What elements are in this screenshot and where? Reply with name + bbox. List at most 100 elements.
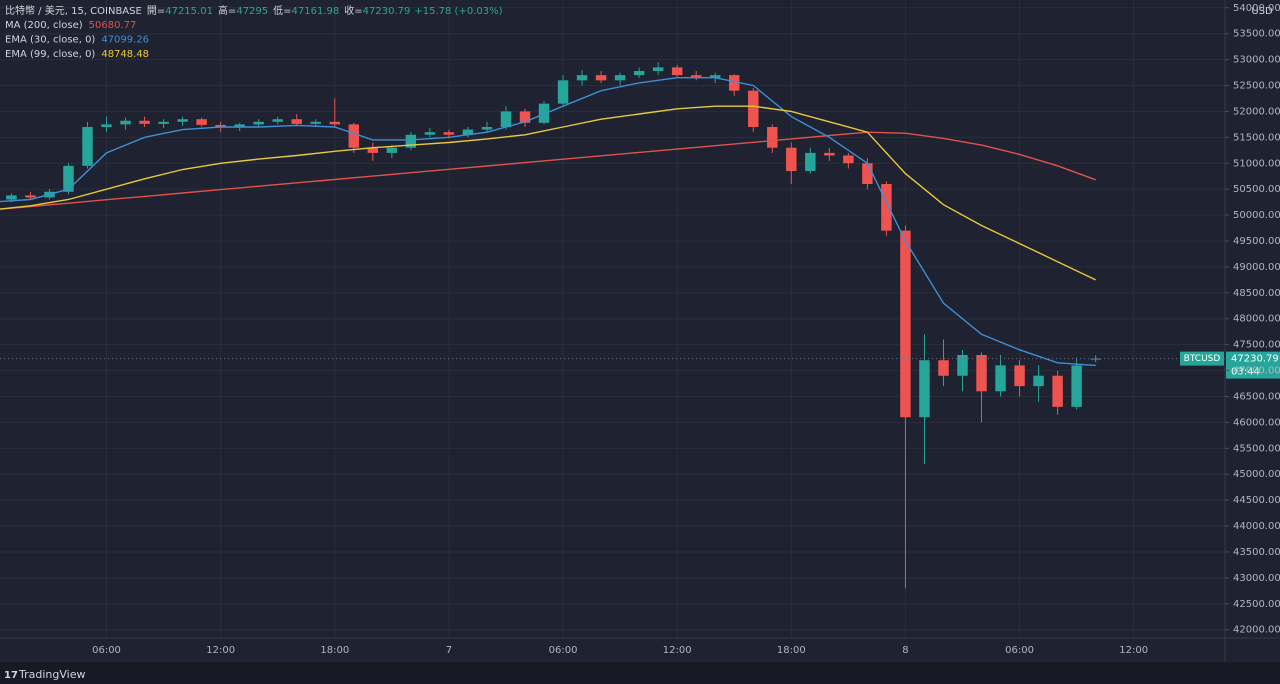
legend-value: 47099.26 <box>101 35 149 46</box>
y-tick-label: 51500.00 <box>1233 132 1280 143</box>
candle-body <box>1052 375 1063 407</box>
y-tick-label: 45000.00 <box>1233 469 1280 480</box>
legend-value: 50680.77 <box>89 20 137 31</box>
symbol-label: BTCUSD <box>1184 354 1221 364</box>
brand: TradingView <box>18 668 85 681</box>
legend-name: MA (200, close) <box>5 20 83 31</box>
ohlc-label: 低= <box>273 4 291 17</box>
candle-body <box>120 120 131 125</box>
candle-body <box>1071 365 1082 407</box>
candle-body <box>272 119 283 122</box>
y-tick-label: 49000.00 <box>1233 262 1280 273</box>
y-tick-label: 43000.00 <box>1233 573 1280 584</box>
ohlc-value: 47295 <box>236 6 268 17</box>
x-tick-label: 18:00 <box>777 645 806 656</box>
footer <box>0 662 1280 684</box>
candle-body <box>748 90 759 127</box>
indicator-line <box>0 77 1096 367</box>
candle-body <box>938 360 949 376</box>
candle-body <box>348 124 360 148</box>
candle-body <box>671 67 683 76</box>
grid <box>0 0 1225 638</box>
ohlc-label: 收= <box>344 4 362 17</box>
ohlc-value: 47215.01 <box>165 6 213 17</box>
symbol-badge <box>1180 351 1224 366</box>
candle-body <box>158 121 169 124</box>
candle-body <box>481 126 493 130</box>
y-tick-label: 45500.00 <box>1233 443 1280 454</box>
x-tick-label: 12:00 <box>1119 645 1148 656</box>
legend-entry: EMA (30, close, 0) 47099.26 <box>5 35 149 46</box>
candle-body <box>310 121 321 124</box>
y-tick-label: 44500.00 <box>1233 495 1280 506</box>
candle-body <box>1033 375 1044 387</box>
candle-body <box>805 152 816 172</box>
y-tick-label: 43500.00 <box>1233 547 1280 558</box>
candle-body <box>82 126 93 166</box>
candle-body <box>196 119 207 125</box>
ohlc-value: 47161.98 <box>292 6 340 17</box>
candle-body <box>614 75 626 81</box>
candle-body <box>215 124 226 127</box>
candle-body <box>957 355 968 376</box>
change-label: +15.78 (+0.03%) <box>414 6 502 17</box>
candle-body <box>900 230 911 418</box>
chart-title: 比特幣 / 美元, 15, COINBASE <box>5 4 142 17</box>
indicator-line <box>0 105 1097 281</box>
candle-body <box>386 147 398 153</box>
candle-body <box>424 132 436 135</box>
candle-body <box>462 129 474 135</box>
price-badge <box>1226 351 1280 379</box>
x-tick-label: 12:00 <box>663 645 692 656</box>
y-tick-label: 44000.00 <box>1233 521 1280 532</box>
candle-body <box>1014 365 1025 387</box>
y-tick-label: 46500.00 <box>1233 391 1280 402</box>
countdown-label: 03:44 <box>1231 367 1260 378</box>
legend-name: EMA (30, close, 0) <box>5 35 95 46</box>
candle-body <box>767 126 778 148</box>
candle-body <box>995 365 1006 392</box>
candle-body <box>976 355 987 392</box>
y-tick-label: 47000.00 <box>1233 366 1280 377</box>
y-tick-label: 42000.00 <box>1233 625 1280 636</box>
candle-body <box>139 120 150 124</box>
x-tick-label: 06:00 <box>92 645 121 656</box>
y-tick-label: 42500.00 <box>1233 599 1280 610</box>
header: 比特幣 / 美元, 15, COINBASE 開=47215.01 高=47295 低… <box>5 4 503 17</box>
y-tick-label: 52000.00 <box>1233 106 1280 117</box>
candle-body <box>519 111 531 123</box>
y-tick-label: 48000.00 <box>1233 314 1280 325</box>
candle-body <box>595 75 607 81</box>
candle-body <box>25 195 36 198</box>
candle-body <box>919 360 930 418</box>
candle-body <box>862 163 873 184</box>
x-tick-label: 18:00 <box>320 645 349 656</box>
ohlc-value: 47230.79 <box>363 6 411 17</box>
candle-body <box>329 121 341 125</box>
y-tick-label: 50000.00 <box>1233 210 1280 221</box>
y-tick-label: 48500.00 <box>1233 288 1280 299</box>
candle-body <box>405 134 417 148</box>
candle-body <box>557 80 569 104</box>
x-tick-label: 7 <box>446 645 452 656</box>
candle-body <box>291 119 302 124</box>
y-tick-label: 54000.00 <box>1233 3 1280 14</box>
candle-body <box>101 124 112 127</box>
candle-body <box>690 75 702 78</box>
y-tick-label: 49500.00 <box>1233 236 1280 247</box>
candle-body <box>500 111 512 127</box>
y-tick-label: 46000.00 <box>1233 417 1280 428</box>
candle-body <box>63 165 74 192</box>
y-tick-label: 52500.00 <box>1233 81 1280 92</box>
x-tick-label: 06:00 <box>1005 645 1034 656</box>
indicator-line <box>0 131 1096 210</box>
logo-mark: 17 <box>4 670 18 681</box>
candle-body <box>652 67 664 72</box>
overlay: BTCUSD 47230.79 03:44 比特幣 / 美元, 15, COINBAS… <box>5 4 1280 379</box>
candle-body <box>786 147 797 172</box>
y-tick-label: 51000.00 <box>1233 158 1280 169</box>
x-tick-label: 06:00 <box>549 645 578 656</box>
candle-body <box>367 147 379 153</box>
